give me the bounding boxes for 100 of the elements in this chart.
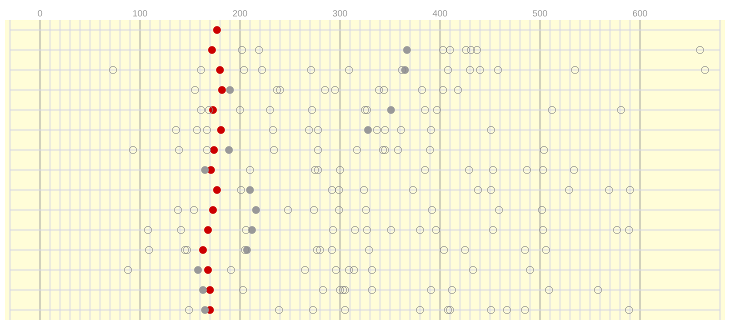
point [387,106,395,114]
point [594,286,602,294]
point [469,266,477,274]
point [379,146,387,154]
point [421,166,429,174]
point [270,146,278,154]
point [329,226,337,234]
point [476,66,484,74]
point [191,86,199,94]
point [336,166,344,174]
point [204,266,212,274]
point [542,246,550,254]
point [216,66,224,74]
point [206,286,214,294]
point [284,206,292,214]
point [444,306,452,314]
point [363,106,371,114]
point [335,206,343,214]
point [539,226,547,234]
point [381,146,389,154]
point [246,166,254,174]
point [217,126,225,134]
point [311,166,319,174]
point [328,246,336,254]
point [350,266,358,274]
point [308,106,316,114]
point [617,106,625,114]
point [177,226,185,234]
point [276,86,284,94]
point [209,206,217,214]
point [427,286,435,294]
point [613,226,621,234]
point [440,246,448,254]
point [124,266,132,274]
point [218,86,226,94]
point [269,126,277,134]
point [331,86,339,94]
point [540,146,548,154]
point [523,166,531,174]
point [237,186,245,194]
point [418,86,426,94]
point [365,246,373,254]
point [201,166,209,174]
point [363,226,371,234]
point [174,206,182,214]
point [454,86,462,94]
point [539,166,547,174]
x-tick-label: 0 [38,10,42,16]
point [362,206,370,214]
point [255,46,263,54]
point [266,106,274,114]
point [339,286,347,294]
point [332,266,340,274]
point [466,66,474,74]
point [345,266,353,274]
point [309,306,317,314]
point [213,186,221,194]
point [144,226,152,234]
point [145,246,153,254]
point [205,106,213,114]
point [439,86,447,94]
point [252,206,260,214]
point [398,66,406,74]
point [314,146,322,154]
point [364,126,372,134]
x-tick-label: 300 [332,10,348,16]
point [226,86,234,94]
point [416,226,424,234]
point [394,146,402,154]
point [242,226,250,234]
point [240,66,248,74]
point [426,146,434,154]
point [444,66,452,74]
point [197,66,205,74]
point [321,86,329,94]
point [201,306,209,314]
point [225,146,233,154]
x-tick-label: 100 [133,10,148,16]
point [328,186,336,194]
point [571,66,579,74]
point [193,126,201,134]
point [190,206,198,214]
point [381,126,389,134]
point [473,46,481,54]
point [462,46,470,54]
point [185,306,193,314]
point [319,286,327,294]
point [336,286,344,294]
point [495,206,503,214]
point [487,306,495,314]
point [236,106,244,114]
point [361,106,369,114]
point [335,186,343,194]
point [432,226,440,234]
point [307,66,315,74]
point [701,66,709,74]
point [208,46,216,54]
point [129,146,137,154]
point [427,126,435,134]
point [199,286,207,294]
